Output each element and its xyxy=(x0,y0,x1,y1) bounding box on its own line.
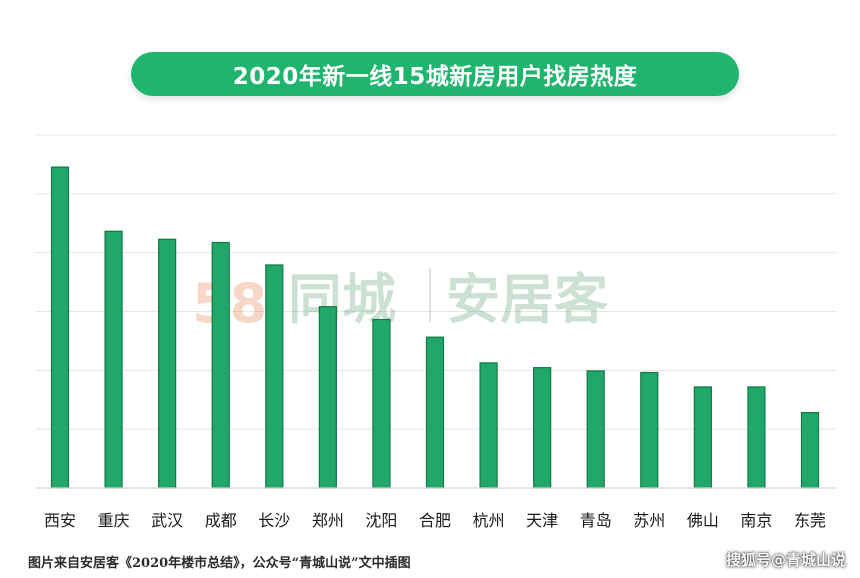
source-note: 图片来自安居客《2020年楼市总结》，公众号“青城山说”文中插图 xyxy=(28,556,411,571)
x-tick-label: 武汉 xyxy=(151,511,183,530)
credit-watermark: 搜狐号@青城山说 xyxy=(725,551,846,569)
bar-11 xyxy=(640,371,659,489)
bar-10 xyxy=(586,370,605,489)
bar-3 xyxy=(211,241,230,489)
bar-13 xyxy=(747,386,766,489)
watermark-logo: 58 同城 安居客 xyxy=(192,268,608,335)
x-tick-label: 杭州 xyxy=(473,511,505,530)
bar-1 xyxy=(104,230,123,489)
x-tick-label: 西安 xyxy=(44,511,76,530)
x-tick-label: 合肥 xyxy=(419,511,451,530)
bar-2 xyxy=(158,238,177,489)
watermark-brand-anjuke: 安居客 xyxy=(446,268,608,331)
x-tick-label: 东莞 xyxy=(794,511,826,530)
bar-6 xyxy=(372,318,391,489)
bar-12 xyxy=(693,386,712,489)
bars xyxy=(50,166,820,489)
bar-9 xyxy=(533,367,552,489)
bar-5 xyxy=(318,306,337,489)
bar-7 xyxy=(425,336,445,489)
x-tick-label: 重庆 xyxy=(98,511,130,530)
x-tick-label: 南京 xyxy=(740,511,772,530)
x-tick-label: 沈阳 xyxy=(365,511,397,530)
x-tick-label: 郑州 xyxy=(312,511,344,530)
x-tick-label: 天津 xyxy=(526,511,558,530)
chart-title: 2020年新一线15城新房用户找房热度 xyxy=(131,52,739,96)
bar-4 xyxy=(265,264,284,489)
bar-14 xyxy=(800,411,820,489)
x-tick-label: 佛山 xyxy=(687,511,719,530)
x-tick-label: 青岛 xyxy=(580,511,612,530)
bar-0 xyxy=(50,166,70,489)
x-tick-label: 成都 xyxy=(205,511,237,530)
x-tick-labels: 西安 重庆 武汉 成都 长沙 郑州 沈阳 合肥 杭州 天津 青岛 苏州 佛山 南京 东莞 xyxy=(44,511,826,530)
x-tick-label: 长沙 xyxy=(258,511,290,530)
bar-8 xyxy=(479,362,498,489)
x-tick-label: 苏州 xyxy=(633,511,665,530)
